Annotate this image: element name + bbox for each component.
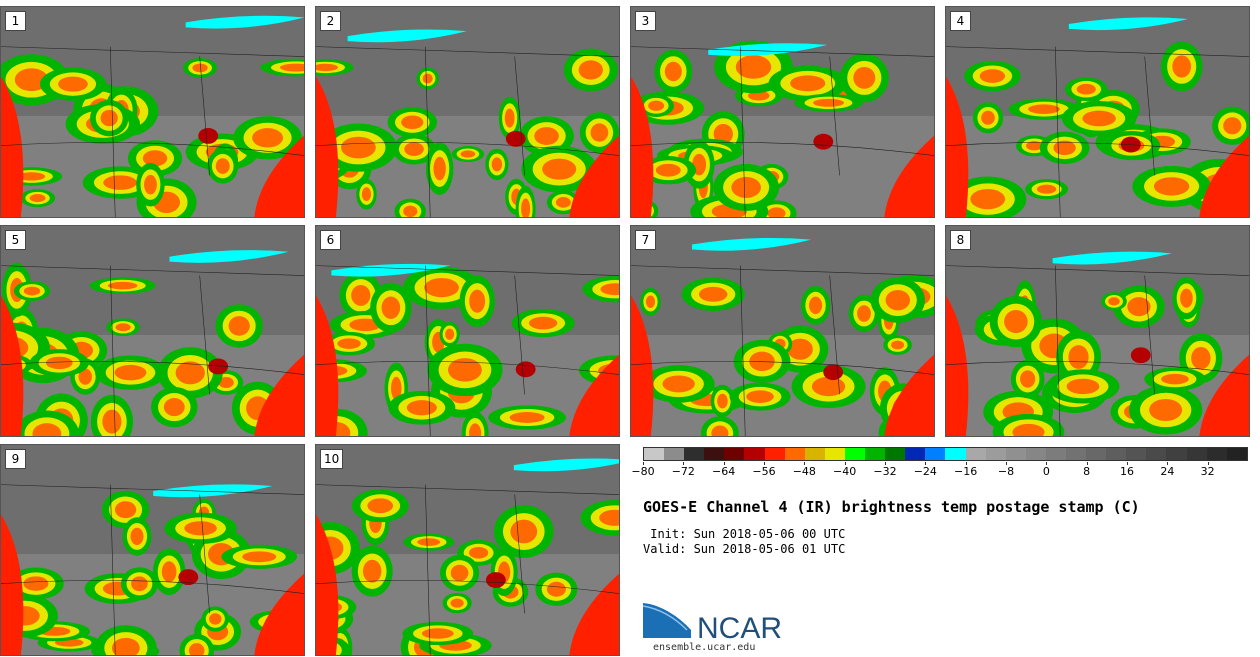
colorbar-segment [1025, 448, 1046, 460]
figure-title: GOES-E Channel 4 (IR) brightness temp po… [643, 498, 1140, 516]
ir-map [631, 7, 934, 217]
colorbar-segment [1065, 448, 1087, 460]
colorbar-segment [965, 448, 986, 460]
tick-mark [1086, 462, 1088, 465]
tick-label: −80 [631, 465, 655, 478]
tick-label: −56 [752, 465, 776, 478]
colorbar-segment [804, 448, 825, 460]
tick-mark [683, 462, 685, 465]
tick-mark [965, 462, 967, 465]
ir-map [631, 226, 934, 436]
temperature-colorbar [643, 447, 1248, 461]
postage-stamp-panel: 7 [630, 225, 935, 437]
ir-map [316, 226, 619, 436]
tick-label: 0 [1042, 465, 1050, 478]
tick-label: 8 [1083, 465, 1091, 478]
ir-map [316, 445, 619, 655]
ir-map [1, 7, 304, 217]
tick-mark [885, 462, 886, 465]
colorbar-segment [1186, 448, 1207, 460]
tick-mark [1046, 462, 1048, 465]
tick-label: −48 [792, 465, 816, 478]
colorbar-segment [684, 448, 705, 460]
colorbar-segment [1146, 448, 1167, 460]
colorbar-segment [1106, 448, 1127, 460]
tick-mark [1127, 462, 1128, 465]
colorbar-segment [1166, 448, 1187, 460]
logo-url: ensemble.ucar.edu [653, 642, 756, 653]
panel-number: 2 [320, 11, 341, 31]
ir-map [946, 226, 1249, 436]
ir-map [946, 7, 1249, 217]
tick-mark [723, 462, 725, 465]
colorbar-segment [925, 448, 946, 460]
colorbar-segment [1045, 448, 1066, 460]
init-time: Init: Sun 2018-05-06 00 UTC [643, 527, 846, 541]
tick-label: 16 [1120, 465, 1134, 478]
tick-mark [804, 462, 806, 465]
colorbar-segment [1086, 448, 1107, 460]
postage-stamp-panel: 4 [945, 6, 1250, 218]
colorbar-segment [905, 448, 926, 460]
colorbar-segment [1126, 448, 1147, 460]
tick-mark [1167, 462, 1169, 465]
colorbar-segment [784, 448, 805, 460]
tick-label: −32 [873, 465, 897, 478]
tick-label: 24 [1160, 465, 1175, 478]
tick-mark [925, 462, 927, 465]
tick-label: −8 [997, 465, 1015, 478]
panel-number: 3 [635, 11, 656, 31]
colorbar-segment [644, 448, 665, 460]
postage-stamp-panel: 2 [315, 6, 620, 218]
tick-label: 32 [1200, 465, 1215, 478]
tick-mark [1207, 462, 1209, 465]
colorbar-segment [1206, 448, 1227, 460]
postage-stamp-panel: 1 [0, 6, 305, 218]
tick-mark [643, 462, 644, 465]
colorbar-segment [764, 448, 785, 460]
logo-text: NCAR [697, 612, 782, 644]
ir-map [1, 445, 304, 655]
tick-mark [764, 462, 765, 465]
tick-mark [1006, 462, 1007, 465]
postage-stamp-panel: 5 [0, 225, 305, 437]
tick-label: −64 [712, 465, 736, 478]
colorbar-segment [744, 448, 765, 460]
colorbar-segment [844, 448, 866, 460]
ir-map [316, 7, 619, 217]
colorbar-segment [1005, 448, 1026, 460]
valid-time: Valid: Sun 2018-05-06 01 UTC [643, 542, 846, 556]
colorbar-ticks: −80 −72 −64 −56 −48 −40 −32 −24 −16 −8 0 8 16 24 32 [631, 462, 1248, 478]
panel-number: 9 [5, 449, 26, 469]
colorbar-segment [945, 448, 966, 460]
ir-map [1, 226, 304, 436]
postage-stamp-panel: 9 [0, 444, 305, 656]
ncar-logo: NCAR [643, 601, 782, 644]
postage-stamp-panel: 6 [315, 225, 620, 437]
panel-number: 6 [320, 230, 341, 250]
panel-number: 10 [320, 449, 344, 469]
postage-stamp-panel: 3 [630, 6, 935, 218]
colorbar-segment [704, 448, 725, 460]
tick-label: −40 [833, 465, 857, 478]
colorbar-segment [664, 448, 685, 460]
panel-number: 5 [5, 230, 26, 250]
tick-label: −16 [954, 465, 978, 478]
colorbar-segment [724, 448, 745, 460]
postage-stamp-panel: 10 [315, 444, 620, 656]
panel-number: 8 [950, 230, 971, 250]
colorbar-segment [885, 448, 906, 460]
colorbar-segment [1226, 448, 1247, 460]
panel-number: 4 [950, 11, 971, 31]
tick-mark [844, 462, 846, 465]
postage-stamp-panel: 8 [945, 225, 1250, 437]
colorbar-segment [985, 448, 1006, 460]
colorbar-segment [865, 448, 886, 460]
tick-label: −24 [913, 465, 937, 478]
tick-label: −72 [671, 465, 695, 478]
colorbar-segment [824, 448, 845, 460]
panel-number: 1 [5, 11, 26, 31]
panel-number: 7 [635, 230, 656, 250]
